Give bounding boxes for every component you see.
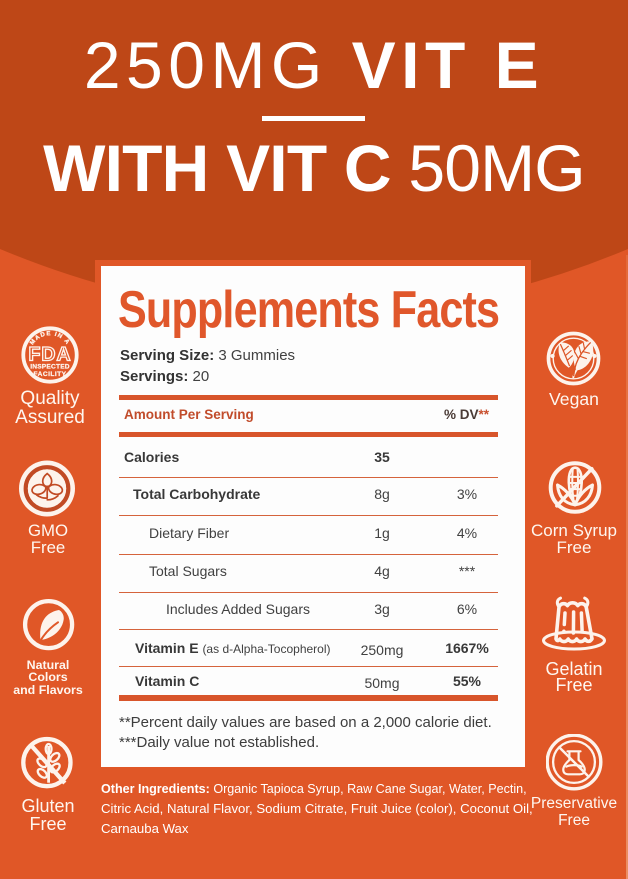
- svg-text:FACILITY: FACILITY: [34, 371, 67, 378]
- svg-text:INSPECTED: INSPECTED: [30, 364, 70, 371]
- svg-text:FDA: FDA: [28, 344, 71, 366]
